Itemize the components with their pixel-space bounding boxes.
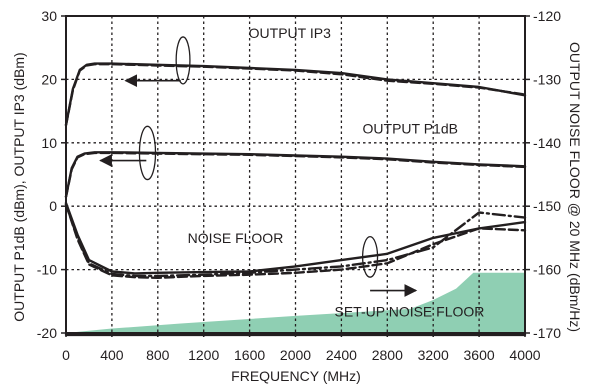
x-tick-label: 1200 — [188, 347, 219, 363]
annotation-ellipse — [175, 36, 191, 85]
y2-tick-label: -150 — [533, 198, 561, 214]
x-tick-label: 3600 — [464, 347, 495, 363]
x-tick-label: 2800 — [372, 347, 403, 363]
x-tick-label: 2400 — [326, 347, 357, 363]
y-tick-label: 10 — [41, 135, 57, 151]
annotation-label: NOISE FLOOR — [188, 230, 284, 246]
y2-axis-title: OUTPUT NOISE FLOOR @ 20 MHz (dBm/Hz) — [567, 42, 583, 332]
x-tick-label: 4000 — [509, 347, 540, 363]
series-line-2 — [64, 62, 527, 127]
series-line-7 — [64, 203, 527, 279]
x-tick-label: 3200 — [418, 347, 449, 363]
y-tick-label: -10 — [37, 262, 57, 278]
annotation-ellipse — [138, 125, 157, 181]
series-line-5 — [64, 201, 527, 275]
annotation-label: OUTPUT IP3 — [249, 25, 331, 41]
y-tick-label: 20 — [41, 71, 57, 87]
x-tick-label: 0 — [62, 347, 70, 363]
y2-tick-label: -170 — [533, 325, 561, 341]
x-axis-title: FREQUENCY (MHz) — [231, 368, 361, 384]
annotation-label: SET-UP NOISE FLOOR — [335, 304, 485, 320]
x-tick-label: 800 — [146, 347, 170, 363]
series-line-3 — [64, 151, 527, 198]
setup-noise-floor-area — [66, 272, 525, 333]
y-tick-label: -20 — [37, 325, 57, 341]
x-tick-label: 400 — [100, 347, 124, 363]
series-line-4 — [64, 151, 527, 198]
y2-tick-label: -130 — [533, 71, 561, 87]
y-tick-label: 30 — [41, 8, 57, 24]
annotation-ellipse — [361, 235, 379, 278]
annotation-label: OUTPUT P1dB — [363, 120, 458, 136]
y-tick-label: 0 — [49, 198, 57, 214]
x-tick-label: 1600 — [234, 347, 265, 363]
x-tick-label: 2000 — [280, 347, 311, 363]
y-axis-title: OUTPUT P1dB (dBm), OUTPUT IP3 (dBm) — [11, 52, 27, 321]
y2-tick-label: -140 — [533, 135, 561, 151]
y2-tick-label: -160 — [533, 262, 561, 278]
y2-tick-label: -120 — [533, 8, 561, 24]
